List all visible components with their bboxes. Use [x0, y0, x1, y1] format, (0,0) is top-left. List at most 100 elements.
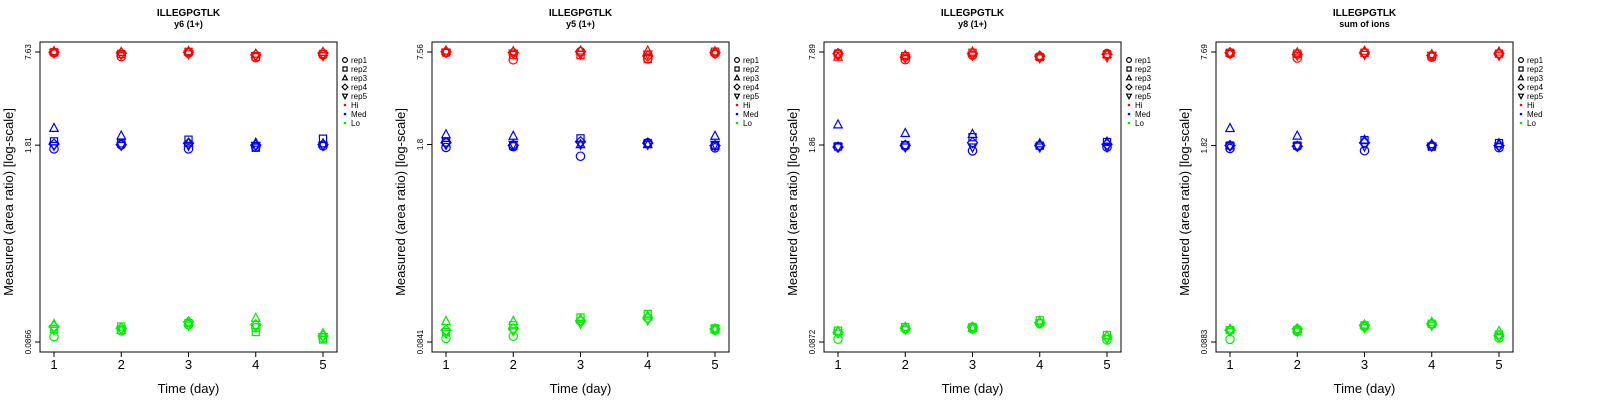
- legend-label: Lo: [1135, 119, 1144, 128]
- chart-subtitle: y5 (1+): [566, 19, 595, 29]
- data-point-lo-rep4: [249, 318, 262, 331]
- legend-marker-rep3: [341, 73, 349, 81]
- data-point-med-rep3: [508, 130, 519, 140]
- x-tick-label: 2: [902, 357, 909, 372]
- x-axis-label: Time (day): [158, 381, 220, 396]
- data-point-lo-rep5: [1224, 327, 1236, 338]
- x-tick-label: 1: [50, 357, 57, 372]
- data-point-hi-rep5: [317, 52, 329, 62]
- legend-marker-rep3: [1517, 73, 1525, 81]
- legend-label: rep4: [1135, 83, 1152, 92]
- data-point-hi-rep4: [641, 50, 654, 62]
- data-point-med-rep5: [900, 143, 911, 154]
- data-point-med-rep5: [832, 143, 844, 154]
- data-point-med-rep1: [967, 146, 978, 156]
- data-point-hi-rep5: [1292, 51, 1303, 62]
- legend-marker-rep1: [734, 56, 741, 63]
- data-point-med-rep5: [642, 140, 653, 151]
- data-point-lo-rep1: [441, 333, 451, 344]
- legend-marker-hi: [1519, 103, 1523, 107]
- data-point-med-rep5: [317, 141, 329, 152]
- data-point-hi-rep1: [1292, 53, 1303, 63]
- x-tick-label: 3: [577, 357, 584, 372]
- chart-title: ILLEGPGTLK: [941, 8, 1005, 19]
- y-tick-label: 0.0841: [416, 329, 425, 354]
- data-point-lo-rep5: [1101, 334, 1113, 345]
- data-point-hi-rep5: [508, 49, 519, 60]
- data-point-lo-rep4: [182, 316, 195, 328]
- legend-marker-rep5: [1125, 93, 1133, 101]
- data-point-hi-rep5: [575, 50, 586, 61]
- x-tick-label: 3: [185, 357, 192, 372]
- data-point-hi-rep5: [48, 49, 60, 60]
- data-point-lo-rep3: [1493, 325, 1505, 336]
- data-point-hi-rep5: [250, 52, 261, 62]
- data-point-lo-rep4: [641, 312, 654, 324]
- data-point-med-rep3: [832, 118, 844, 129]
- data-point-hi-rep3: [642, 44, 653, 55]
- y-axis-label: Measured (area ratio) [log-scale]: [1177, 108, 1192, 296]
- legend-marker-rep1: [1126, 56, 1133, 63]
- data-point-med-rep1: [1359, 145, 1370, 156]
- data-point-med-rep5: [1359, 142, 1370, 153]
- data-point-lo-rep2: [509, 321, 518, 330]
- data-point-lo-rep5: [709, 325, 721, 336]
- plot-frame: [1215, 41, 1514, 353]
- plot-frame: [823, 41, 1122, 353]
- data-point-med-rep5: [48, 141, 60, 152]
- y-axis-label: Measured (area ratio) [log-scale]: [785, 108, 800, 296]
- legend-marker-rep2: [342, 66, 348, 72]
- data-point-med-rep5: [1292, 142, 1303, 153]
- data-point-med-rep2: [49, 137, 59, 146]
- legend-label: Hi: [1135, 101, 1143, 110]
- x-tick-label: 4: [1036, 357, 1043, 372]
- data-point-hi-rep5: [1101, 53, 1113, 64]
- data-point-lo-rep5: [832, 329, 844, 340]
- data-point-lo-rep5: [48, 326, 60, 337]
- data-point-med-rep5: [709, 140, 721, 151]
- chart-subtitle: y8 (1+): [958, 19, 987, 29]
- x-tick-label: 1: [442, 357, 449, 372]
- legend-label: Med: [1135, 110, 1151, 119]
- plot-frame: [39, 41, 338, 353]
- data-point-med-rep2: [184, 135, 193, 144]
- y-tick-label: 0.0872: [808, 329, 817, 354]
- y-tick-label: 1.82: [1200, 137, 1209, 153]
- data-point-hi-rep5: [1426, 51, 1437, 62]
- legend-marker-rep3: [1125, 73, 1133, 81]
- x-axis-label: Time (day): [550, 381, 612, 396]
- legend-label: Lo: [743, 119, 752, 128]
- x-tick-label: 3: [969, 357, 976, 372]
- legend-label: rep1: [351, 56, 368, 65]
- data-point-hi-rep5: [832, 51, 844, 62]
- legend-marker-rep2: [734, 66, 740, 72]
- data-point-lo-rep5: [440, 329, 452, 340]
- y-axis-label: Measured (area ratio) [log-scale]: [393, 108, 408, 296]
- legend-label: rep1: [743, 56, 760, 65]
- legend-label: rep3: [1527, 74, 1544, 83]
- x-tick-label: 4: [1428, 357, 1435, 372]
- legend-marker-hi: [343, 103, 347, 107]
- data-point-med-rep3: [575, 138, 586, 149]
- legend-label: rep4: [1527, 83, 1544, 92]
- legend-marker-lo: [1127, 121, 1131, 125]
- data-point-lo-rep3: [1034, 315, 1045, 326]
- y-tick-label: 7.69: [1200, 44, 1209, 60]
- data-point-lo-rep5: [250, 323, 261, 334]
- legend-label: rep2: [1527, 65, 1544, 74]
- legend-marker-rep2: [1126, 66, 1132, 72]
- data-point-hi-rep3: [317, 46, 329, 57]
- data-point-hi-rep4: [574, 45, 587, 58]
- data-point-hi-rep1: [642, 54, 653, 64]
- data-point-med-rep5: [967, 143, 978, 154]
- data-point-med-rep4: [1358, 136, 1371, 149]
- legend-label: rep2: [1135, 65, 1152, 74]
- data-point-hi-rep5: [1493, 51, 1505, 62]
- legend-label: Med: [351, 110, 367, 119]
- data-point-hi-rep5: [1359, 50, 1370, 61]
- data-point-lo-rep4: [1358, 319, 1371, 332]
- legend-marker-med: [1519, 112, 1523, 116]
